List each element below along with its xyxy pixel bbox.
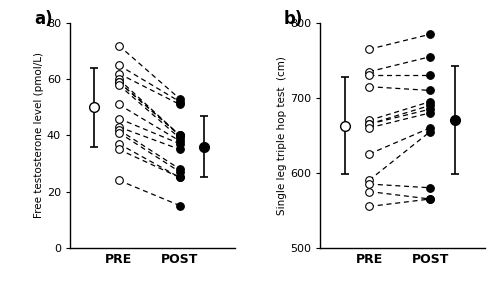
Point <box>115 80 123 84</box>
Point <box>426 73 434 78</box>
Point <box>426 197 434 201</box>
Point <box>176 133 184 138</box>
Point <box>365 73 373 78</box>
Point <box>365 122 373 126</box>
Point <box>365 47 373 52</box>
Point <box>426 129 434 134</box>
Point <box>115 130 123 135</box>
Point <box>176 136 184 141</box>
Point <box>115 127 123 132</box>
Point <box>426 99 434 104</box>
Point <box>426 111 434 115</box>
Point <box>176 141 184 146</box>
Point <box>426 185 434 190</box>
Point <box>365 182 373 186</box>
Point <box>365 118 373 123</box>
Point <box>365 189 373 194</box>
Point <box>176 99 184 104</box>
Point <box>176 133 184 138</box>
Point <box>426 103 434 108</box>
Y-axis label: Single leg triple hop test  (cm): Single leg triple hop test (cm) <box>278 56 287 215</box>
Point <box>365 204 373 209</box>
Point <box>176 147 184 152</box>
Point <box>426 32 434 37</box>
Point <box>365 122 373 126</box>
Point <box>426 126 434 130</box>
Point <box>365 178 373 183</box>
Y-axis label: Free testosterone level (pmol/L): Free testosterone level (pmol/L) <box>34 52 44 218</box>
Point <box>365 84 373 89</box>
Point <box>115 141 123 146</box>
Point <box>426 197 434 201</box>
Point <box>115 125 123 129</box>
Point <box>176 170 184 174</box>
Point <box>115 71 123 76</box>
Point <box>176 96 184 101</box>
Point <box>176 175 184 180</box>
Text: a): a) <box>34 10 52 28</box>
Point <box>176 139 184 143</box>
Point <box>365 126 373 130</box>
Point <box>426 54 434 59</box>
Point <box>176 167 184 171</box>
Point <box>115 77 123 82</box>
Point <box>426 107 434 111</box>
Point <box>115 43 123 48</box>
Point <box>115 82 123 87</box>
Point <box>115 147 123 152</box>
Point <box>365 152 373 156</box>
Point <box>115 102 123 107</box>
Point <box>115 116 123 121</box>
Point <box>176 133 184 138</box>
Point <box>176 175 184 180</box>
Text: b): b) <box>284 10 304 28</box>
Point <box>115 80 123 84</box>
Point <box>176 203 184 208</box>
Point <box>365 69 373 74</box>
Point <box>426 88 434 93</box>
Point <box>115 63 123 67</box>
Point <box>176 102 184 107</box>
Point <box>115 178 123 183</box>
